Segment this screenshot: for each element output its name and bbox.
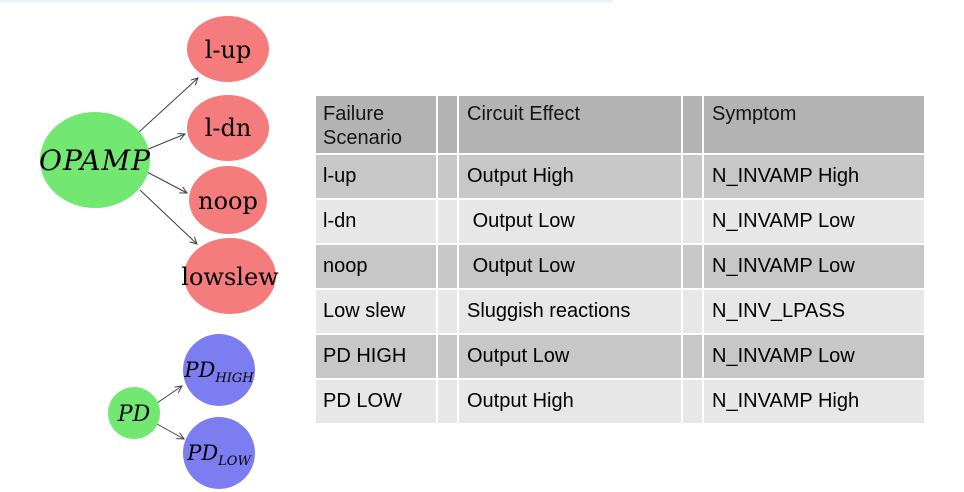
cell-symptom: N_INV_LPASS — [704, 290, 924, 333]
table-header-spacer-1 — [438, 96, 457, 153]
fault-node-lowslew: lowslew — [181, 238, 279, 314]
cell-spacer — [438, 200, 457, 243]
pd-low-circle — [183, 417, 255, 489]
fault-node-pd-low: PDLOW — [183, 417, 255, 489]
l-dn-ellipse — [187, 95, 269, 161]
cell-spacer — [683, 335, 702, 378]
l-up-label: l-up — [205, 36, 252, 64]
l-up-ellipse — [187, 16, 269, 82]
fault-node-noop: noop — [189, 166, 267, 234]
cell-scenario: l-up — [316, 155, 436, 198]
cell-effect: Output High — [459, 380, 681, 423]
l-dn-label: l-dn — [205, 114, 252, 142]
edge-opamp-noop — [146, 171, 187, 193]
opamp-label: OPAMP — [39, 144, 151, 177]
edge-pd-pdlow — [156, 423, 184, 439]
cell-spacer — [683, 200, 702, 243]
lowslew-label: lowslew — [181, 263, 279, 291]
cell-effect: Output Low — [459, 335, 681, 378]
cell-scenario: l-dn — [316, 200, 436, 243]
cell-scenario: Low slew — [316, 290, 436, 333]
cell-symptom: N_INVAMP Low — [704, 200, 924, 243]
fault-tree-diagram: OPAMP l-up l-dn noop lowslew PD PDHIGH P… — [39, 16, 279, 489]
fault-node-l-up: l-up — [187, 16, 269, 82]
table-header-failure-scenario: Failure Scenario — [316, 96, 436, 153]
noop-label: noop — [198, 187, 258, 215]
pd-high-circle — [183, 334, 255, 406]
cell-scenario: PD LOW — [316, 380, 436, 423]
cell-spacer — [438, 155, 457, 198]
cell-effect: Output Low — [459, 245, 681, 288]
table-header-circuit-effect: Circuit Effect — [459, 96, 681, 153]
failure-scenario-table: Failure Scenario Circuit Effect Symptom … — [316, 96, 924, 423]
cell-scenario: PD HIGH — [316, 335, 436, 378]
cell-spacer — [683, 380, 702, 423]
cell-scenario: noop — [316, 245, 436, 288]
cell-spacer — [683, 290, 702, 333]
cell-spacer — [438, 380, 457, 423]
edge-pd-pdhigh — [156, 386, 182, 404]
cell-spacer — [438, 290, 457, 333]
cell-symptom: N_INVAMP Low — [704, 335, 924, 378]
edge-opamp-lup — [138, 78, 198, 133]
lowslew-ellipse — [184, 238, 276, 314]
top-edge-highlight — [0, 0, 613, 4]
cell-effect: Output High — [459, 155, 681, 198]
opamp-ellipse — [40, 112, 150, 208]
cell-effect: Output Low — [459, 200, 681, 243]
cell-spacer — [683, 245, 702, 288]
table-header-spacer-2 — [683, 96, 702, 153]
pd-circle — [108, 387, 160, 439]
cell-spacer — [683, 155, 702, 198]
pd-low-base: PD — [186, 441, 218, 465]
noop-ellipse — [189, 166, 267, 234]
pd-high-subscript: HIGH — [214, 371, 254, 386]
cell-effect: Sluggish reactions — [459, 290, 681, 333]
pd-high-label: PDHIGH — [183, 358, 254, 386]
table-header-symptom: Symptom — [704, 96, 924, 153]
cell-symptom: N_INVAMP High — [704, 380, 924, 423]
cell-symptom: N_INVAMP High — [704, 155, 924, 198]
pd-node: PD — [108, 387, 160, 439]
fault-node-l-dn: l-dn — [187, 95, 269, 161]
edge-opamp-ldn — [145, 134, 185, 151]
fault-node-pd-high: PDHIGH — [183, 334, 255, 406]
opamp-node: OPAMP — [39, 112, 151, 208]
cell-symptom: N_INVAMP Low — [704, 245, 924, 288]
pd-label: PD — [117, 402, 151, 427]
pd-low-subscript: LOW — [217, 454, 252, 469]
cell-spacer — [438, 335, 457, 378]
pd-high-base: PD — [183, 358, 215, 382]
cell-spacer — [438, 245, 457, 288]
pd-low-label: PDLOW — [186, 441, 252, 469]
edge-opamp-lowslew — [139, 189, 197, 244]
